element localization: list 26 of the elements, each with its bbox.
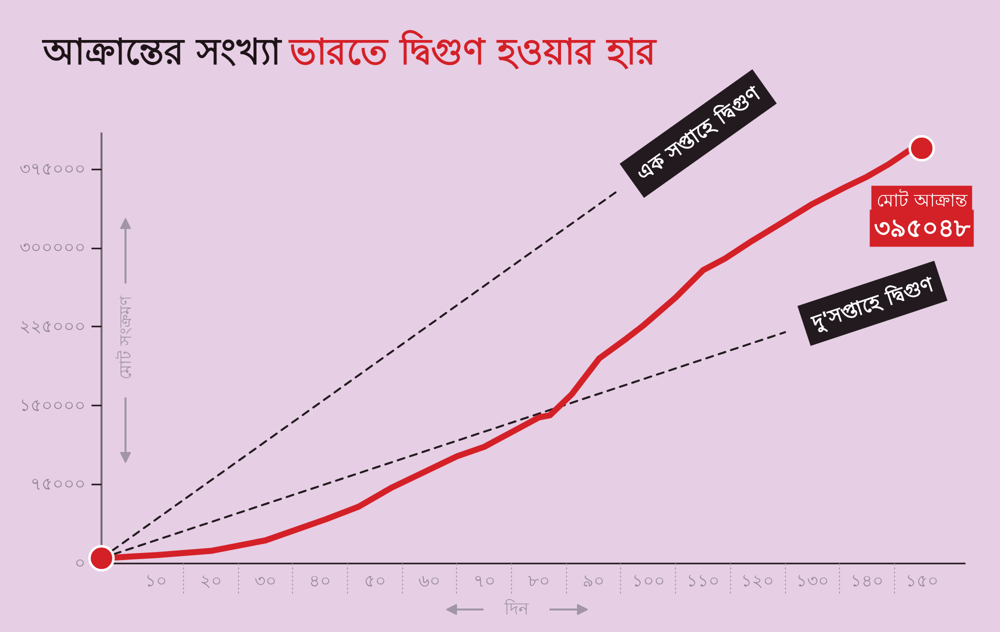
- x-tick-label: ২০: [200, 572, 222, 592]
- annotation: মোট আক্রান্ত: [876, 190, 968, 212]
- x-tick-label: ৩০: [254, 572, 277, 592]
- x-tick-label: ১৩০: [796, 572, 829, 592]
- x-tick-label: ৫০: [364, 572, 386, 592]
- x-tick-label: ১০০: [632, 572, 665, 592]
- x-tick-label: ১১০: [686, 572, 720, 592]
- chart-title: আক্রান্তের সংখ্যা ভারতে দ্বিগুণ হওয়ার হার: [40, 30, 658, 73]
- y-tick-label: ৭৫০০০: [30, 474, 86, 495]
- y-tick-label: ০: [74, 554, 86, 574]
- y-tick-label: ১৫০০০০: [20, 396, 86, 416]
- x-tick-label: ৬০: [418, 572, 441, 592]
- y-tick-label: ৩৭৫০০০: [20, 159, 86, 180]
- x-tick-label: ১৫০: [905, 572, 938, 592]
- y-axis-title: মোট সংক্রমণ: [116, 295, 135, 380]
- x-tick-label: ১৪০: [850, 572, 884, 592]
- x-tick-label: ১২০: [741, 572, 774, 592]
- y-tick-label: ২২৫০০০: [20, 316, 86, 337]
- x-tick-label: ৯০: [582, 572, 605, 592]
- x-tick-label: ৭০: [473, 572, 496, 592]
- x-axis-title: দিন: [504, 598, 530, 620]
- x-tick-label: ৪০: [309, 572, 332, 592]
- x-tick-label: ১০: [145, 572, 168, 592]
- data-label: ৩৯৫০৪৮: [874, 214, 971, 243]
- x-tick-label: ৮০: [528, 572, 550, 592]
- y-tick-label: ৩০০০০০: [20, 238, 86, 258]
